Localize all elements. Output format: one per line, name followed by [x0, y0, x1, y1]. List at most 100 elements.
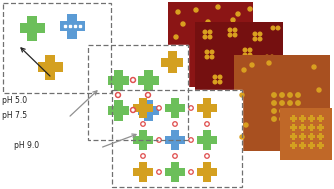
- Bar: [79, 25, 81, 27]
- Circle shape: [141, 154, 145, 158]
- Circle shape: [176, 10, 180, 14]
- Circle shape: [203, 30, 207, 34]
- Circle shape: [233, 33, 237, 37]
- Circle shape: [157, 106, 161, 110]
- Bar: [165, 168, 185, 176]
- Bar: [292, 132, 295, 139]
- Circle shape: [210, 55, 214, 59]
- Bar: [112, 90, 242, 187]
- Circle shape: [272, 109, 276, 113]
- Circle shape: [216, 5, 220, 9]
- Text: pH 7.5: pH 7.5: [2, 111, 27, 120]
- Circle shape: [253, 37, 257, 41]
- Bar: [114, 99, 123, 121]
- Circle shape: [190, 107, 192, 109]
- Circle shape: [244, 25, 248, 29]
- Bar: [310, 142, 313, 149]
- Bar: [203, 98, 211, 118]
- Circle shape: [317, 88, 321, 92]
- Circle shape: [265, 60, 269, 64]
- Bar: [139, 162, 147, 182]
- Bar: [290, 116, 297, 119]
- Bar: [290, 125, 297, 129]
- Circle shape: [157, 170, 161, 174]
- Circle shape: [234, 52, 238, 56]
- Circle shape: [173, 122, 177, 126]
- Circle shape: [190, 139, 192, 141]
- Bar: [317, 125, 324, 129]
- Circle shape: [246, 45, 250, 49]
- Circle shape: [250, 63, 254, 67]
- Circle shape: [270, 55, 274, 59]
- Circle shape: [242, 68, 246, 72]
- Bar: [64, 25, 66, 27]
- Circle shape: [272, 117, 276, 121]
- Circle shape: [131, 108, 136, 112]
- Bar: [308, 135, 315, 138]
- Circle shape: [258, 37, 262, 41]
- Circle shape: [206, 100, 210, 104]
- Bar: [165, 136, 185, 144]
- Bar: [319, 132, 322, 139]
- Circle shape: [288, 109, 292, 113]
- Circle shape: [296, 109, 300, 113]
- Bar: [317, 143, 324, 146]
- Circle shape: [228, 33, 232, 37]
- Circle shape: [194, 8, 198, 12]
- Bar: [112, 90, 242, 187]
- Circle shape: [142, 155, 144, 157]
- Bar: [301, 123, 304, 130]
- Circle shape: [206, 20, 210, 24]
- Circle shape: [312, 128, 316, 132]
- Bar: [319, 115, 322, 122]
- Circle shape: [189, 138, 193, 142]
- Bar: [197, 168, 217, 176]
- Bar: [292, 123, 295, 130]
- Circle shape: [116, 92, 121, 98]
- Bar: [319, 142, 322, 149]
- Circle shape: [244, 123, 248, 127]
- Circle shape: [196, 32, 200, 36]
- Circle shape: [218, 80, 222, 84]
- Bar: [301, 132, 304, 139]
- Circle shape: [236, 12, 240, 16]
- Circle shape: [248, 53, 252, 57]
- Bar: [299, 135, 306, 138]
- Bar: [133, 136, 153, 144]
- Bar: [168, 2, 253, 87]
- Bar: [292, 115, 295, 122]
- Bar: [114, 70, 123, 91]
- Bar: [3, 3, 111, 93]
- Bar: [139, 98, 147, 118]
- Bar: [308, 116, 315, 119]
- Bar: [197, 104, 217, 112]
- Circle shape: [141, 122, 145, 126]
- Bar: [171, 98, 179, 118]
- Circle shape: [221, 38, 225, 42]
- Circle shape: [248, 7, 252, 11]
- Circle shape: [181, 22, 185, 26]
- Bar: [308, 143, 315, 146]
- Circle shape: [296, 93, 300, 97]
- Circle shape: [178, 62, 182, 66]
- Text: pH 9.0: pH 9.0: [14, 141, 39, 150]
- Bar: [67, 13, 77, 39]
- Circle shape: [132, 109, 134, 111]
- Bar: [299, 125, 306, 129]
- Bar: [138, 105, 159, 115]
- Circle shape: [201, 65, 205, 69]
- Circle shape: [233, 98, 237, 102]
- Circle shape: [203, 35, 207, 39]
- Circle shape: [201, 95, 205, 99]
- Circle shape: [268, 82, 272, 86]
- Bar: [299, 116, 306, 119]
- Bar: [88, 45, 188, 140]
- Circle shape: [272, 101, 276, 105]
- Circle shape: [218, 75, 222, 79]
- Circle shape: [288, 117, 292, 121]
- Circle shape: [213, 80, 217, 84]
- Circle shape: [276, 26, 280, 30]
- Circle shape: [205, 55, 209, 59]
- Bar: [27, 15, 37, 40]
- Circle shape: [146, 92, 151, 98]
